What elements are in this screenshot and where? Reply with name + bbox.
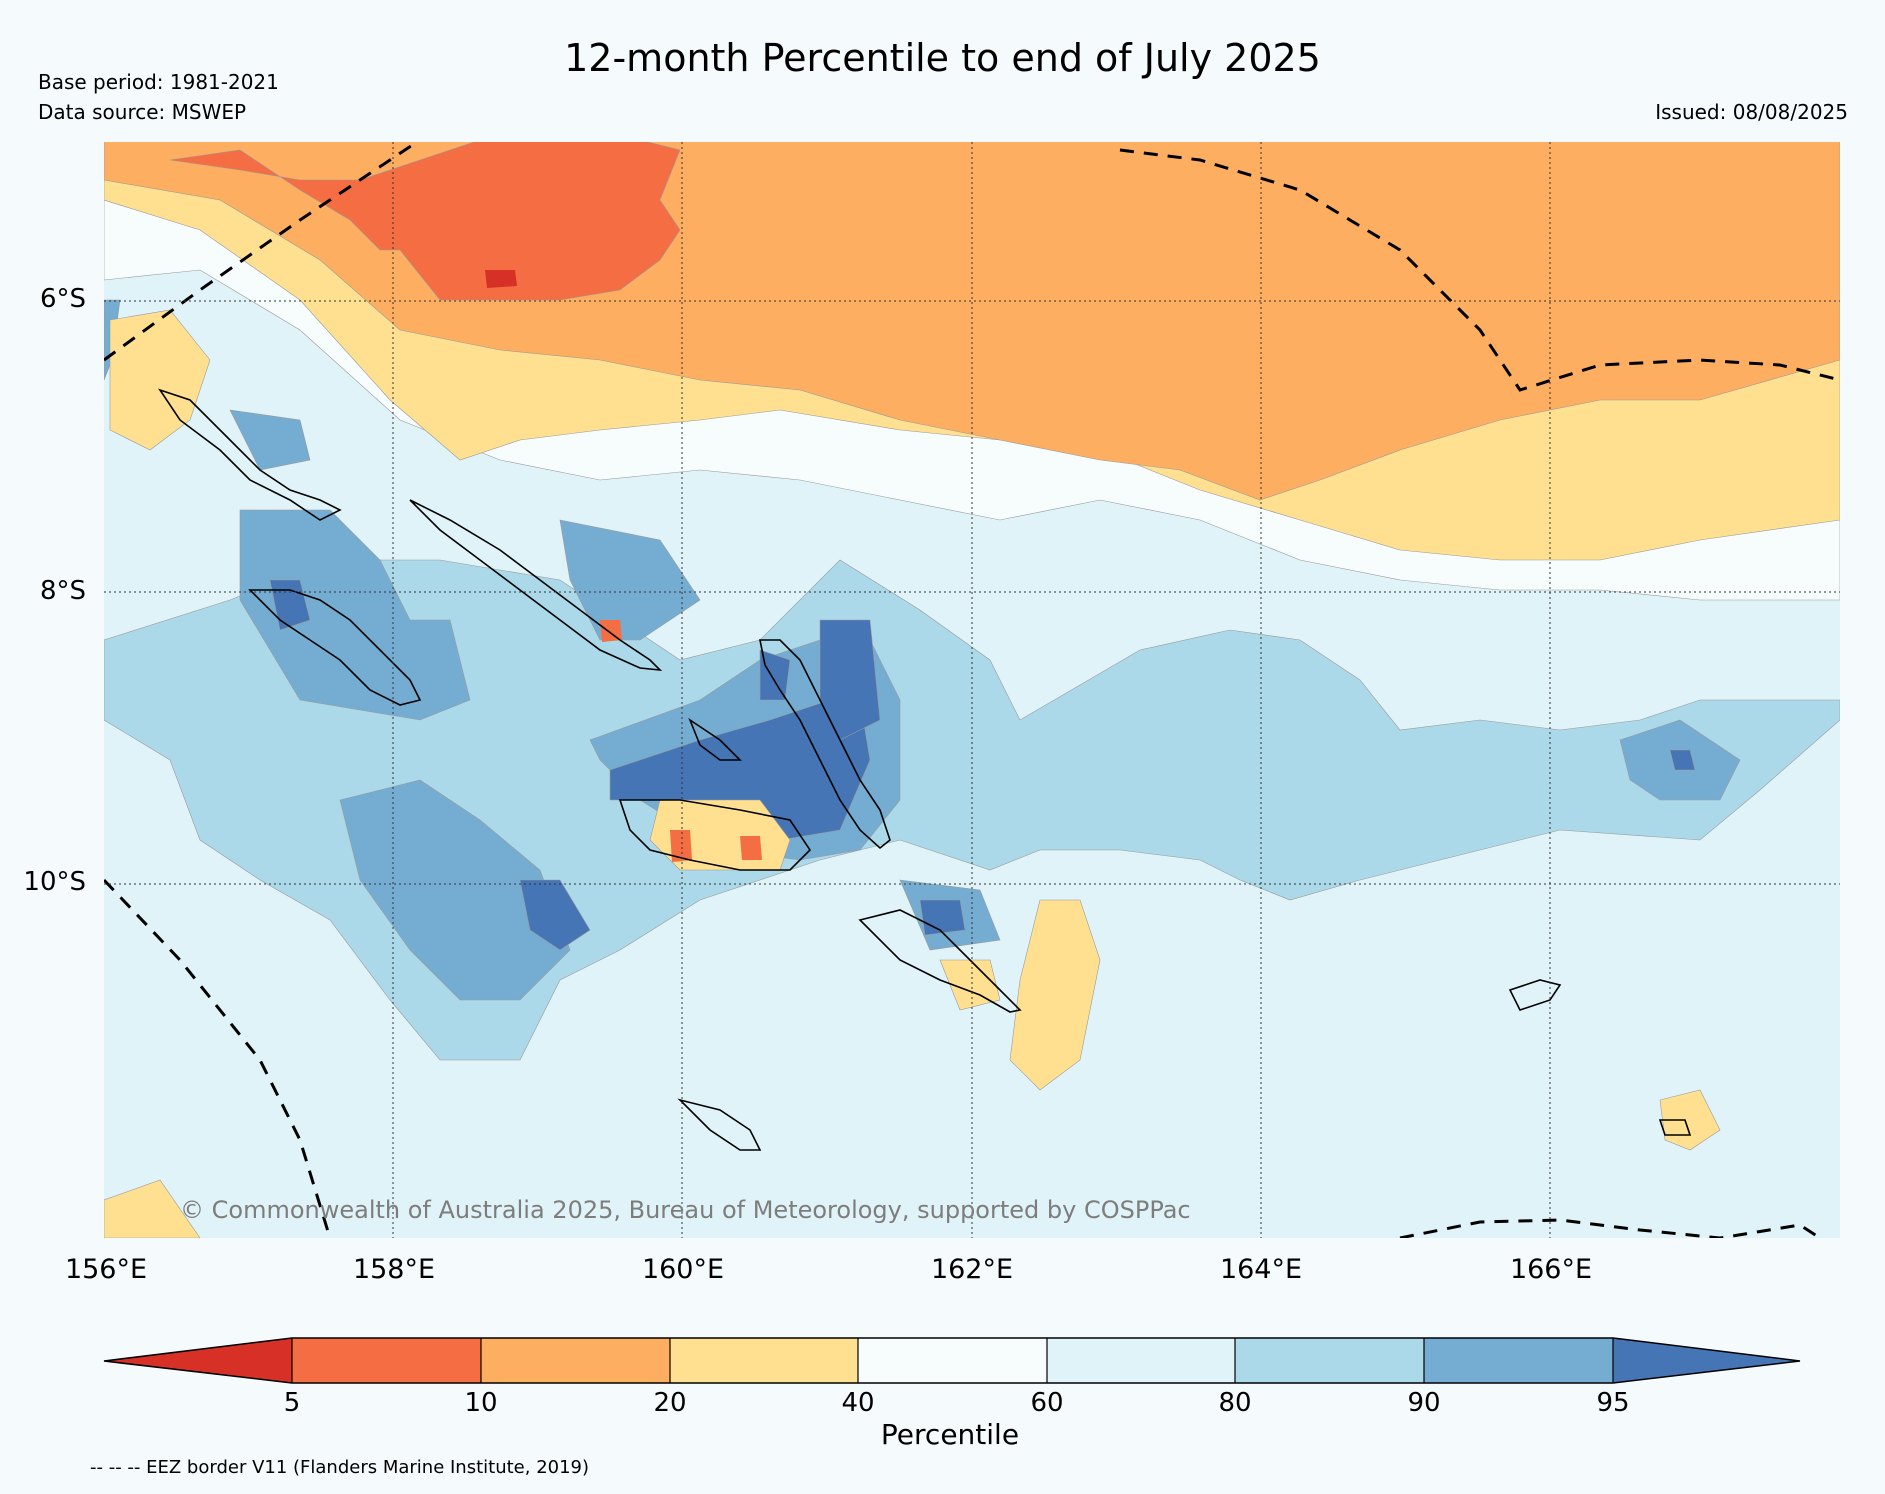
colorbar-tick: 60	[1030, 1388, 1064, 1418]
base-period: Base period: 1981-2021	[38, 70, 279, 94]
colorbar-80-90	[1235, 1338, 1424, 1383]
copyright-credit: © Commonwealth of Australia 2025, Bureau…	[180, 1196, 1191, 1224]
colorbar-tick: 80	[1218, 1388, 1252, 1418]
colorbar-over-95	[1613, 1338, 1800, 1383]
colorbar-tick: 40	[841, 1388, 875, 1418]
map-field	[104, 142, 1840, 1238]
issued-date: Issued: 08/08/2025	[1655, 100, 1848, 124]
lon-tick-166e: 166°E	[1509, 1254, 1593, 1285]
lat-tick-8s: 8°S	[39, 576, 86, 606]
field-5-10-spots	[600, 620, 762, 862]
field-20-40-spots	[104, 309, 1721, 1238]
page-title: 12-month Percentile to end of July 2025	[564, 36, 1321, 80]
colorbar-tick: 20	[653, 1388, 687, 1418]
colorbar-tick: 95	[1596, 1388, 1630, 1418]
lat-tick-10s: 10°S	[23, 867, 86, 897]
field-below-5	[485, 270, 517, 288]
colorbar-20-40	[670, 1338, 858, 1383]
eez-legend-note: -- -- -- EEZ border V11 (Flanders Marine…	[90, 1457, 590, 1478]
colorbar-tick: 5	[283, 1388, 301, 1418]
data-source: Data source: MSWEP	[38, 100, 247, 124]
lon-tick-158e: 158°E	[352, 1254, 436, 1285]
colorbar-60-80	[1047, 1338, 1235, 1383]
field-5-10	[169, 142, 681, 301]
colorbar-label: Percentile	[880, 1418, 1020, 1451]
eez-borders	[104, 142, 1840, 1238]
lon-tick-162e: 162°E	[930, 1254, 1014, 1285]
colorbar-tick: 10	[464, 1388, 498, 1418]
colorbar-10-20	[481, 1338, 670, 1383]
colorbar-under-5	[104, 1338, 292, 1383]
lat-tick-6s: 6°S	[39, 284, 86, 314]
colorbar-90-95	[1424, 1338, 1613, 1383]
lon-tick-156e: 156°E	[64, 1254, 148, 1285]
lon-tick-164e: 164°E	[1219, 1254, 1303, 1285]
colorbar-5-10	[292, 1338, 481, 1383]
colorbar-tick: 90	[1407, 1388, 1441, 1418]
colorbar-40-60	[858, 1338, 1047, 1383]
lon-tick-160e: 160°E	[641, 1254, 725, 1285]
gridlines	[104, 142, 1840, 1238]
colorbar	[103, 1337, 1801, 1384]
coastlines	[158, 388, 1692, 1151]
